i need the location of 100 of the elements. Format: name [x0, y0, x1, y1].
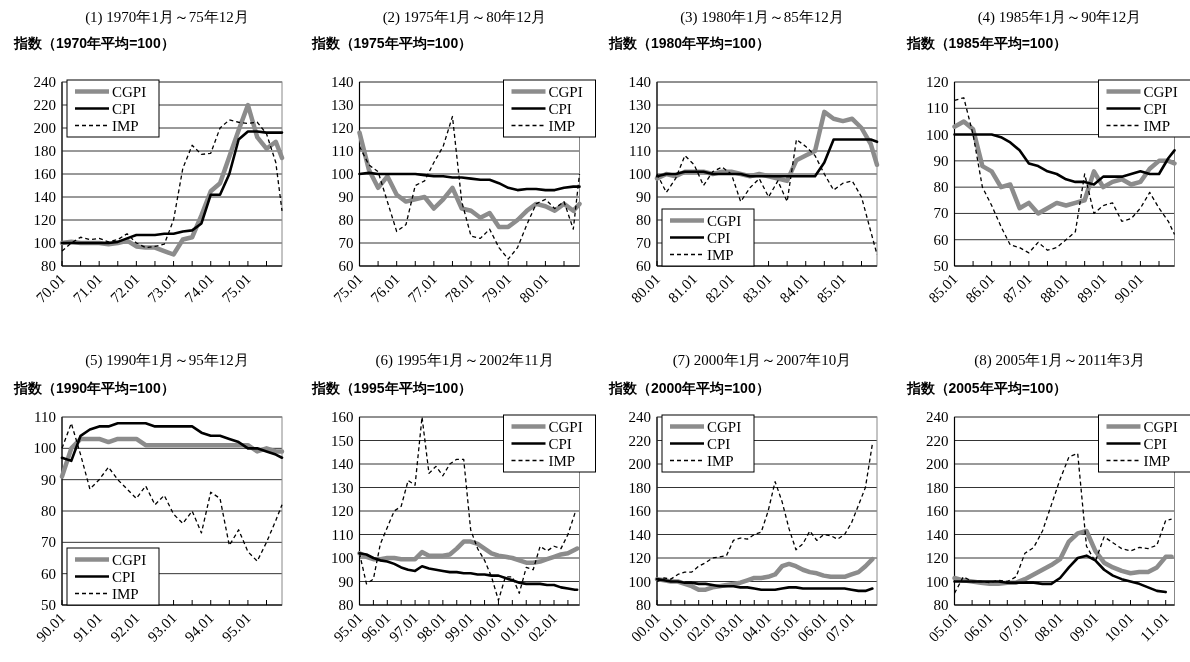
y-tick-label: 100 — [628, 166, 651, 182]
legend-label: CPI — [707, 229, 731, 246]
y-tick-label: 70 — [636, 235, 651, 251]
y-tick-label: 80 — [338, 212, 354, 228]
legend-label: IMP — [707, 246, 734, 263]
y-tick-label: 110 — [331, 526, 354, 543]
y-tick-label: 180 — [926, 479, 949, 496]
y-tick-label: 150 — [331, 432, 354, 449]
y-tick-label: 120 — [33, 212, 56, 228]
legend-label: CPI — [707, 435, 731, 452]
y-tick-label: 140 — [628, 74, 651, 90]
y-tick-label: 160 — [628, 503, 651, 519]
y-tick-label: 110 — [331, 143, 354, 159]
legend-label: IMP — [112, 117, 139, 134]
y-tick-label: 120 — [628, 550, 651, 566]
legend-label: IMP — [112, 585, 139, 602]
legend-label: CGPI — [112, 551, 147, 568]
y-tick-label: 80 — [933, 179, 949, 196]
y-tick-label: 240 — [926, 409, 949, 425]
legend-label: CPI — [112, 568, 136, 585]
chart-title: (1) 1970年1月～75年12月 — [85, 9, 249, 26]
y-tick-label: 110 — [629, 143, 651, 159]
y-tick-label: 80 — [636, 597, 651, 613]
y-tick-label: 90 — [41, 471, 56, 488]
y-tick-label: 140 — [628, 526, 651, 543]
legend-label: CGPI — [707, 418, 742, 435]
y-tick-label: 80 — [636, 212, 651, 228]
y-tick-label: 240 — [628, 409, 651, 425]
y-tick-label: 180 — [628, 479, 651, 496]
y-tick-label: 90 — [933, 152, 949, 169]
y-tick-label: 200 — [628, 456, 651, 472]
legend-label: CGPI — [1143, 418, 1178, 435]
y-tick-label: 80 — [41, 258, 56, 274]
chart-title: (4) 1985年1月～90年12月 — [977, 9, 1142, 26]
y-tick-label: 80 — [338, 597, 354, 613]
y-tick-label: 80 — [41, 503, 56, 519]
legend-label: CGPI — [707, 212, 742, 229]
y-axis-title: 指数（1985年平均=100） — [905, 35, 1068, 51]
y-tick-label: 120 — [331, 120, 354, 136]
y-tick-label: 200 — [926, 456, 949, 472]
legend-label: CGPI — [548, 418, 583, 435]
y-axis-title: 指数（2005年平均=100） — [905, 380, 1068, 396]
legend-label: IMP — [548, 452, 576, 469]
y-tick-label: 140 — [926, 526, 949, 543]
y-tick-label: 110 — [34, 409, 56, 425]
y-tick-label: 100 — [926, 126, 949, 143]
y-tick-label: 100 — [926, 573, 949, 590]
y-tick-label: 120 — [926, 550, 949, 566]
y-tick-label: 130 — [331, 479, 354, 496]
chart-title: (5) 1990年1月～95年12月 — [85, 352, 249, 369]
y-tick-label: 50 — [933, 258, 949, 274]
chart-title: (2) 1975年1月～80年12月 — [382, 9, 547, 26]
chart-title: (6) 1995年1月～2002年11月 — [375, 352, 554, 369]
y-tick-label: 160 — [331, 409, 354, 425]
legend-label: IMP — [1143, 117, 1171, 134]
y-tick-label: 60 — [933, 231, 949, 248]
chart-title: (8) 2005年1月～2011年3月 — [974, 352, 1145, 369]
y-tick-label: 120 — [926, 74, 949, 90]
legend-label: CGPI — [112, 83, 147, 100]
y-tick-label: 160 — [33, 166, 56, 182]
y-tick-label: 90 — [338, 189, 354, 205]
y-tick-label: 110 — [926, 100, 949, 117]
y-axis-title: 指数（2000年平均=100） — [608, 380, 770, 396]
y-tick-label: 140 — [33, 189, 56, 205]
y-tick-label: 220 — [33, 97, 56, 113]
legend-label: CGPI — [1143, 83, 1178, 100]
legend-label: IMP — [707, 452, 734, 469]
y-tick-label: 70 — [933, 205, 949, 222]
y-tick-label: 80 — [933, 597, 949, 613]
y-axis-title: 指数（1975年平均=100） — [310, 35, 473, 51]
y-tick-label: 100 — [33, 235, 56, 251]
y-axis-title: 指数（1995年平均=100） — [310, 380, 473, 396]
legend-label: CGPI — [548, 83, 583, 100]
y-axis-title: 指数（1970年平均=100） — [13, 35, 175, 51]
y-tick-label: 130 — [628, 97, 651, 113]
y-tick-label: 70 — [41, 534, 56, 551]
y-tick-label: 140 — [331, 74, 354, 90]
y-tick-label: 220 — [926, 432, 949, 449]
legend-label: CPI — [1143, 100, 1167, 117]
y-tick-label: 180 — [33, 143, 56, 159]
y-tick-label: 240 — [33, 74, 56, 90]
legend-label: CPI — [1143, 435, 1167, 452]
y-tick-label: 140 — [331, 456, 354, 472]
y-tick-label: 100 — [331, 550, 354, 566]
y-tick-label: 120 — [331, 503, 354, 519]
y-tick-label: 60 — [41, 565, 56, 582]
legend-label: IMP — [1143, 452, 1171, 469]
legend-label: CPI — [112, 100, 136, 117]
legend-label: CPI — [548, 100, 572, 117]
chart-title: (3) 1980年1月～85年12月 — [680, 9, 844, 26]
y-tick-label: 60 — [338, 258, 354, 274]
legend-label: CPI — [548, 435, 572, 452]
y-tick-label: 100 — [628, 573, 651, 590]
y-tick-label: 90 — [636, 189, 651, 205]
y-axis-title: 指数（1980年平均=100） — [608, 35, 770, 51]
y-tick-label: 90 — [338, 573, 354, 590]
y-tick-label: 70 — [338, 235, 354, 251]
y-tick-label: 130 — [331, 97, 354, 113]
y-tick-label: 100 — [331, 166, 354, 182]
y-tick-label: 100 — [33, 440, 56, 457]
